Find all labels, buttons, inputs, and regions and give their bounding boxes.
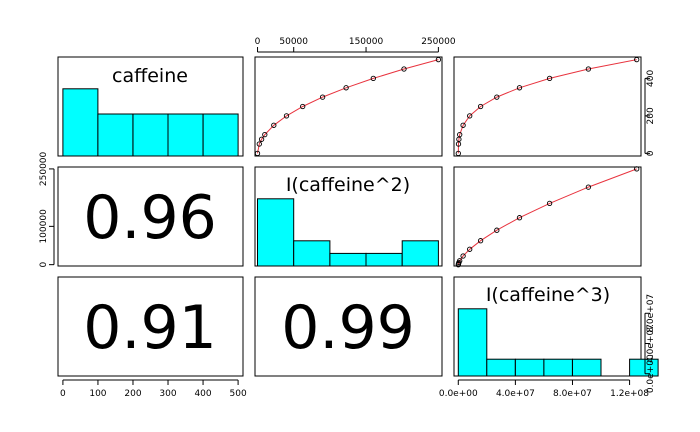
y-axis-right-caffeine-cube-tick-label: 4.0e+07 [646,324,656,363]
y-axis-left-caffeine-sq-tick-label: 250000 [39,151,49,186]
x-axis-top-caffeine-sq-tick-label: 50000 [279,37,308,47]
hist-bar [97,113,134,157]
hist-bar [62,88,99,157]
diag-label-caffeine-cube: I(caffeine^3) [486,284,610,306]
hist-bar [293,240,331,267]
scatter-point [262,131,268,138]
scatter-point [477,103,484,110]
x-axis-bottom-caffeine-cube-tick-label: 8.0e+07 [553,389,592,399]
y-axis-left-caffeine-sq-tick-label: 100000 [39,209,49,244]
hist-bar [486,358,516,377]
x-axis-top-caffeine-sq-tick-label: 150000 [349,37,384,47]
panel-r1c3 [453,56,642,157]
hist-bar [572,358,602,377]
scatter-point [457,131,463,138]
panel-r3c1 [57,276,244,377]
x-axis-bottom-caffeine-tick-label: 0 [60,389,66,399]
scatter-point [283,113,290,119]
scatter-point [256,141,262,147]
x-axis-bottom-caffeine-tick-label: 300 [159,389,176,399]
scatter-point [455,150,461,157]
hist-bar [401,240,439,267]
scatter-point [467,113,473,119]
scatter-point [585,184,592,190]
scatter-point [546,200,553,207]
x-axis-bottom-caffeine-cube-tick-label: 4.0e+07 [496,389,535,399]
scatter-point [370,75,376,82]
y-axis-right-caffeine-tick-label: 0 [646,150,656,156]
hist-bar [132,113,169,157]
scatter-point [634,166,640,172]
scatter-point [300,103,306,110]
x-axis-top-caffeine-sq-tick-label: 250000 [421,37,456,47]
x-axis-bottom-caffeine-tick-label: 100 [89,389,106,399]
panel-r2c3 [453,166,642,267]
scatter-point [634,56,640,63]
corr-r3c2: 0.99 [281,293,415,363]
hist-bar [167,113,204,157]
panel-r1c2 [254,56,443,157]
x-axis-bottom-caffeine-tick-label: 200 [124,389,141,399]
diag-label-caffeine-sq: I(caffeine^2) [286,174,410,196]
scatter-point [319,94,326,100]
hist-bar [629,358,659,377]
scatter-point [467,246,473,252]
hist-bar [257,198,295,267]
diag-label-caffeine: caffeine [112,65,188,87]
scatter-point [460,122,466,128]
x-axis-bottom-caffeine-tick-label: 500 [230,389,247,399]
y-axis-right-caffeine-cube-tick-label: 8.0e+07 [646,294,656,333]
x-axis-bottom-caffeine-cube-tick-label: 1.2e+08 [610,389,649,399]
y-axis-right-caffeine-cube-tick-label: 0.0e+00 [646,354,656,393]
hist-bar [543,358,573,377]
corr-r3c1: 0.91 [83,293,217,363]
scatter-point [343,85,349,91]
x-axis-bottom-caffeine-cube-tick-label: 0.0e+00 [439,389,478,399]
scatter-point [258,136,265,142]
scatter-point [516,215,523,221]
scatter-point [254,150,261,157]
corr-r2c1: 0.96 [83,183,217,253]
scatter-point [477,238,484,244]
scatter-point [494,94,500,100]
scatter-point [460,253,466,259]
hist-bar [329,252,367,267]
x-axis-top-caffeine-sq-tick-label: 0 [255,37,261,47]
y-axis-left-caffeine-sq-tick-label: 0 [39,262,49,268]
smooth-line [457,59,637,154]
scatter-point [585,66,592,72]
scatter-point [435,56,442,63]
hist-bar [457,308,488,377]
y-axis-right-caffeine-tick-label: 200 [646,107,656,124]
hist-bar [365,252,403,267]
panel-r2c1 [57,166,244,267]
scatter-point [401,66,407,72]
scatter-point [494,227,500,233]
panel-r3c2 [254,276,443,377]
smooth-line [257,59,439,154]
scatter-point [516,85,523,91]
scatter-point [457,258,463,264]
y-axis-right-caffeine-tick-label: 400 [646,70,656,87]
hist-bar [514,358,545,377]
scatter-point [546,75,553,82]
scatter-point [271,122,277,128]
x-axis-bottom-caffeine-tick-label: 400 [194,389,211,399]
hist-bar [202,113,239,157]
smooth-line [457,168,637,265]
